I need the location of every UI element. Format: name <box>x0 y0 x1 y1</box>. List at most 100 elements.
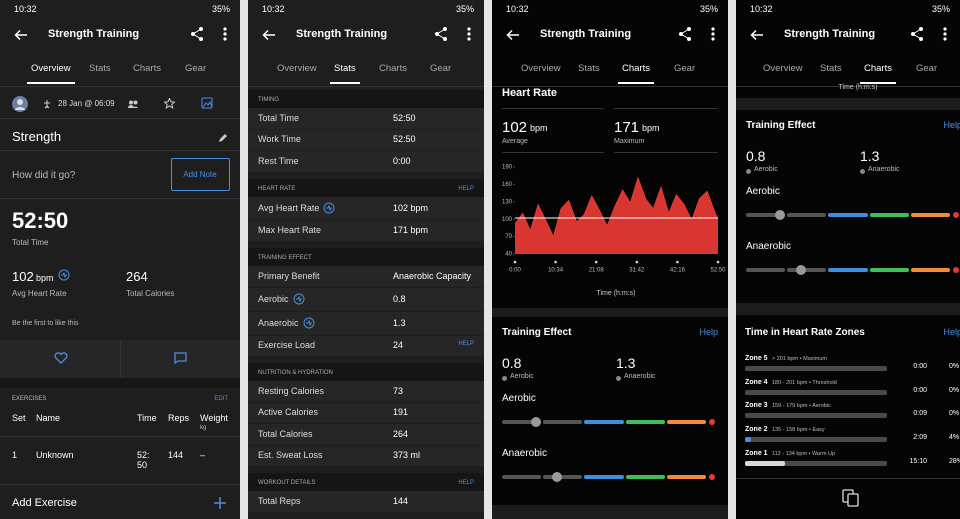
tab[interactable]: Charts <box>622 63 650 74</box>
zone-bar-track <box>745 437 887 443</box>
help-link[interactable]: HELP <box>458 185 474 192</box>
stat-label: Avg Heart Rate <box>258 202 320 213</box>
tab[interactable]: Charts <box>133 63 161 74</box>
tab[interactable]: Stats <box>578 63 600 74</box>
tab[interactable]: Charts <box>864 63 892 74</box>
total-time-value: 52:50 <box>12 208 69 233</box>
people-icon[interactable] <box>128 100 138 108</box>
tab[interactable]: Gear <box>916 63 938 74</box>
tab[interactable]: Overview <box>31 63 71 74</box>
tab[interactable]: Overview <box>521 63 561 74</box>
divider <box>736 478 960 479</box>
tab[interactable]: Stats <box>820 63 842 74</box>
zone-time: 0:00 <box>913 386 927 394</box>
stat-row <box>248 287 484 311</box>
status-battery: 35% <box>455 4 474 14</box>
back-button[interactable] <box>14 29 28 41</box>
tab[interactable]: Charts <box>379 63 407 74</box>
zone-detail: 159 - 179 bpm • Aerobic <box>772 403 831 410</box>
stat-value: 191 <box>393 407 409 418</box>
scale-segment <box>502 420 542 424</box>
avatar <box>12 96 28 112</box>
tick-mark <box>554 260 557 264</box>
share-button[interactable] <box>434 26 448 42</box>
tab-indicator <box>618 82 654 84</box>
tick-mark <box>635 260 639 264</box>
column-header: Name <box>36 413 61 423</box>
calories-value: 264 <box>126 269 148 284</box>
tick-mark <box>716 260 720 264</box>
activity-date: 28 Jan @ 06:09 <box>58 99 115 108</box>
scale-end <box>709 419 715 425</box>
status-battery: 35% <box>931 4 950 14</box>
comment-button[interactable] <box>174 352 187 364</box>
share-button[interactable] <box>190 26 204 42</box>
y-tick-label: 40 <box>505 252 512 258</box>
stat-row <box>248 402 484 423</box>
slider-knob <box>774 210 785 220</box>
menu-button[interactable] <box>710 26 716 42</box>
help-link[interactable]: Help <box>699 327 718 337</box>
aerobic-label: Aerobic <box>754 166 778 173</box>
stat-value: 1.3 <box>393 317 406 328</box>
help-link[interactable]: HELP <box>458 480 474 486</box>
tab-divider <box>0 86 240 87</box>
tab[interactable]: Stats <box>89 63 111 74</box>
stat-row <box>248 335 484 356</box>
add-exercise[interactable]: Add Exercise <box>12 497 77 509</box>
back-button[interactable] <box>262 29 276 41</box>
zone-bar-track <box>745 413 887 419</box>
info-icon[interactable] <box>303 317 315 329</box>
slider-title: Aerobic <box>502 393 536 404</box>
zone-name: Zone 2 <box>745 426 768 434</box>
like-button[interactable] <box>54 352 68 364</box>
info-icon[interactable] <box>58 269 70 281</box>
help-link[interactable]: Help <box>943 327 960 337</box>
zone-bar-fill <box>745 437 751 443</box>
tab[interactable]: Stats <box>334 63 356 74</box>
menu-button[interactable] <box>942 26 948 42</box>
stat-label: Total Calories <box>258 428 313 439</box>
tab-divider <box>248 86 484 87</box>
edit-button[interactable]: EDIT <box>214 396 228 402</box>
tab[interactable]: Gear <box>430 63 452 74</box>
x-axis-label: Time (h:m:s) <box>596 290 636 297</box>
photo-icon[interactable] <box>201 97 213 109</box>
menu-button[interactable] <box>466 26 472 42</box>
help-link[interactable]: HELP <box>458 341 474 348</box>
info-icon[interactable] <box>323 202 335 214</box>
zone-percent: 0% <box>949 410 960 418</box>
aerobic-value: 0.8 <box>746 148 766 164</box>
edit-icon[interactable] <box>218 133 228 143</box>
stat-value: 73 <box>393 385 404 396</box>
help-link[interactable]: Help <box>943 120 960 130</box>
bullet <box>746 169 751 174</box>
maximum-label: Maximum <box>614 138 645 145</box>
stat-value: 52:50 <box>393 112 416 123</box>
tab[interactable]: Gear <box>185 63 207 74</box>
share-button[interactable] <box>910 26 924 42</box>
add-note-button[interactable] <box>171 158 230 191</box>
tab[interactable]: Overview <box>763 63 803 74</box>
avg-hr-value: 102 <box>12 269 34 284</box>
menu-button[interactable] <box>222 26 228 42</box>
section-header <box>248 178 484 197</box>
y-tick-label: 70 <box>505 234 512 240</box>
stat-row <box>248 381 484 402</box>
info-icon[interactable] <box>293 293 305 305</box>
back-button[interactable] <box>750 29 764 41</box>
heart-rate-line <box>514 176 719 239</box>
section-title: TIMING <box>258 97 279 103</box>
screen-title: Strength Training <box>784 28 876 40</box>
compare-button[interactable] <box>842 489 860 507</box>
back-button[interactable] <box>506 29 520 41</box>
button-label[interactable]: Add Note <box>183 170 217 179</box>
charts-screen: 10:32 35% Strength Training Overview Stats Ch… <box>492 0 728 519</box>
slider-title: Anaerobic <box>502 448 548 459</box>
favorite-icon[interactable] <box>164 98 175 109</box>
tab[interactable]: Gear <box>674 63 696 74</box>
tab[interactable]: Overview <box>277 63 317 74</box>
share-button[interactable] <box>678 26 692 42</box>
add-button[interactable] <box>214 497 226 509</box>
divider <box>120 340 121 378</box>
